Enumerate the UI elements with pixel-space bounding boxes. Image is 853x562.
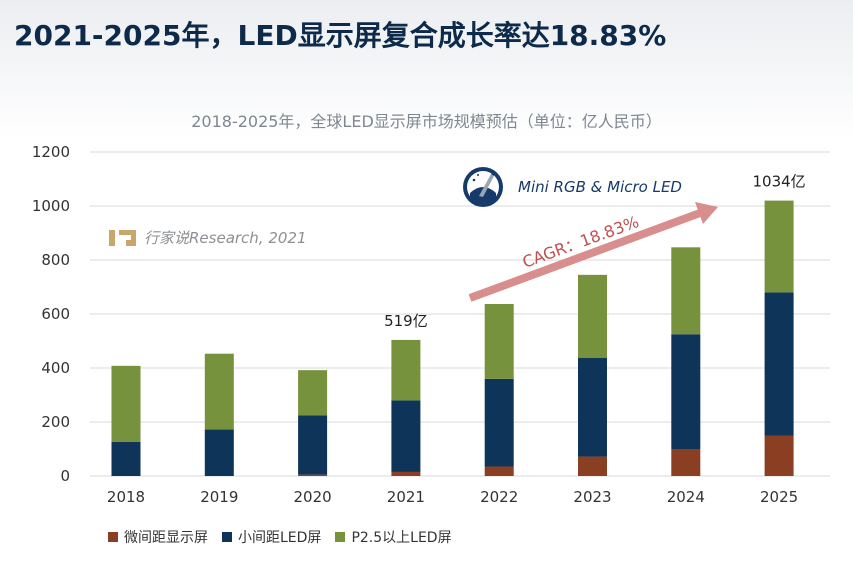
gridlines bbox=[90, 151, 830, 477]
x-tick-label: 2021 bbox=[387, 488, 425, 506]
y-tick-label: 200 bbox=[41, 413, 70, 431]
legend: 微间距显示屏 小间距LED屏 P2.5以上LED屏 bbox=[108, 527, 466, 547]
bar-segment bbox=[671, 247, 701, 335]
total-label: 519亿 bbox=[384, 312, 428, 330]
bar-segment bbox=[671, 449, 701, 476]
bar-segment bbox=[484, 378, 514, 467]
x-tick-label: 2019 bbox=[200, 488, 238, 506]
bar-segment bbox=[204, 353, 234, 430]
cagr-arrowhead bbox=[695, 202, 718, 224]
bar-segment bbox=[764, 200, 794, 293]
bar-segment bbox=[111, 365, 141, 442]
bar-segment bbox=[391, 471, 421, 476]
cagr-arrow-shaft bbox=[468, 209, 702, 302]
bar-segment bbox=[298, 370, 328, 416]
bar-segment bbox=[484, 304, 514, 379]
bar-segment bbox=[764, 292, 794, 436]
x-tick-label: 2018 bbox=[107, 488, 145, 506]
bar-segment bbox=[484, 466, 514, 476]
x-axis-ticks: 2018 2019 2020 2021 2022 2023 2024 2025 bbox=[107, 488, 798, 506]
bar-segment bbox=[111, 441, 141, 476]
badge-text: Mini RGB & Micro LED bbox=[518, 178, 682, 196]
bar-segment bbox=[578, 358, 607, 457]
y-tick-label: 0 bbox=[60, 467, 70, 485]
bar-segment bbox=[578, 274, 607, 359]
chart-title: 2018-2025年，全球LED显示屏市场规模预估（单位：亿人民币） bbox=[191, 112, 662, 131]
bar-segment bbox=[764, 435, 794, 476]
mini-rgb-badge: Mini RGB & Micro LED bbox=[462, 166, 682, 208]
x-tick-label: 2025 bbox=[760, 488, 798, 506]
annotations: 519亿 1034亿 bbox=[384, 173, 806, 330]
globe-rocket-icon bbox=[463, 167, 503, 207]
header-background bbox=[0, 0, 853, 140]
x-tick-label: 2022 bbox=[480, 488, 518, 506]
x-tick-label: 2023 bbox=[573, 488, 611, 506]
bar-segment bbox=[204, 429, 234, 476]
x-tick-label: 2020 bbox=[294, 488, 332, 506]
legend-swatch bbox=[335, 532, 346, 542]
legend-swatch bbox=[222, 532, 232, 542]
y-tick-label: 1000 bbox=[32, 197, 70, 215]
bars bbox=[111, 200, 794, 476]
legend-item-p25: P2.5以上LED屏 bbox=[335, 527, 452, 547]
legend-swatch bbox=[108, 532, 118, 542]
y-axis-ticks: 0 200 400 600 800 1000 1200 bbox=[32, 143, 70, 485]
x-tick-label: 2024 bbox=[667, 488, 705, 506]
total-label: 1034亿 bbox=[753, 173, 806, 191]
bar-segment bbox=[298, 474, 328, 476]
legend-label: 微间距显示屏 bbox=[124, 530, 208, 546]
bar-segment bbox=[298, 415, 328, 475]
hangjiashuo-logo-icon bbox=[109, 230, 136, 246]
y-tick-label: 600 bbox=[41, 305, 70, 323]
watermark-text: 行家说Research, 2021 bbox=[144, 228, 307, 247]
legend-label: P2.5以上LED屏 bbox=[351, 530, 452, 546]
bar-segment bbox=[578, 456, 607, 476]
y-tick-label: 400 bbox=[41, 359, 70, 377]
watermark: 行家说Research, 2021 bbox=[108, 226, 307, 248]
bar-segment bbox=[671, 334, 701, 449]
bar-segment bbox=[391, 400, 421, 472]
legend-item-small: 小间距LED屏 bbox=[222, 527, 321, 547]
legend-label: 小间距LED屏 bbox=[238, 530, 322, 546]
page-title: 2021-2025年，LED显示屏复合成长率达18.83% bbox=[14, 19, 667, 52]
legend-item-micro: 微间距显示屏 bbox=[108, 527, 208, 547]
bar-segment bbox=[391, 339, 421, 401]
y-tick-label: 1200 bbox=[32, 143, 70, 161]
y-tick-label: 800 bbox=[41, 251, 70, 269]
